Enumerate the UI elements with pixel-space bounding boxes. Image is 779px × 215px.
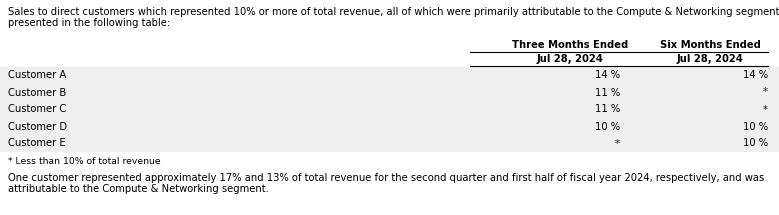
Text: Jul 28, 2024: Jul 28, 2024 — [677, 54, 743, 64]
Text: 14 %: 14 % — [595, 71, 620, 80]
Text: *: * — [763, 88, 768, 97]
Bar — [0, 118, 779, 135]
Text: *: * — [763, 104, 768, 115]
Bar — [0, 84, 779, 101]
Text: 10 %: 10 % — [595, 121, 620, 132]
Text: Customer D: Customer D — [8, 121, 67, 132]
Text: Jul 28, 2024: Jul 28, 2024 — [537, 54, 604, 64]
Text: 14 %: 14 % — [743, 71, 768, 80]
Text: 10 %: 10 % — [743, 138, 768, 149]
Text: 11 %: 11 % — [594, 104, 620, 115]
Text: Customer A: Customer A — [8, 71, 66, 80]
Text: Three Months Ended: Three Months Ended — [512, 40, 628, 50]
Bar — [0, 101, 779, 118]
Text: 10 %: 10 % — [743, 121, 768, 132]
Text: Sales to direct customers which represented 10% or more of total revenue, all of: Sales to direct customers which represen… — [8, 7, 779, 17]
Text: One customer represented approximately 17% and 13% of total revenue for the seco: One customer represented approximately 1… — [8, 173, 764, 183]
Text: Customer E: Customer E — [8, 138, 65, 149]
Text: Customer B: Customer B — [8, 88, 66, 97]
Bar — [0, 67, 779, 84]
Text: attributable to the Compute & Networking segment.: attributable to the Compute & Networking… — [8, 184, 269, 194]
Bar — [0, 135, 779, 152]
Text: Customer C: Customer C — [8, 104, 66, 115]
Text: * Less than 10% of total revenue: * Less than 10% of total revenue — [8, 157, 160, 166]
Text: presented in the following table:: presented in the following table: — [8, 18, 170, 28]
Text: *: * — [615, 138, 620, 149]
Text: Six Months Ended: Six Months Ended — [660, 40, 760, 50]
Text: 11 %: 11 % — [594, 88, 620, 97]
